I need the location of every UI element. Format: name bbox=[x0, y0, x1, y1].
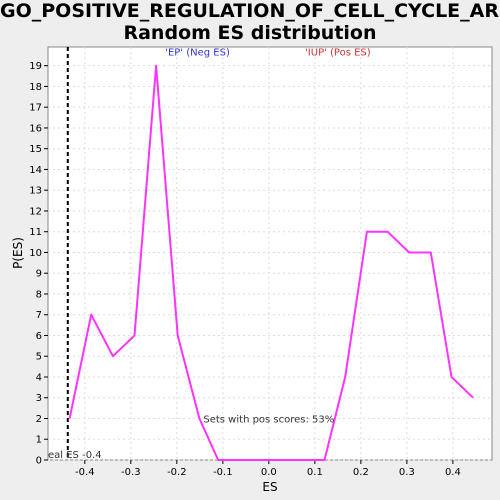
marks: eal ES -0.4 'EP' (Neg ES) 'IUP' (Pos ES) Se… bbox=[48, 47, 371, 461]
y-tick-label: 8 bbox=[36, 289, 42, 300]
y-tick-label: 2 bbox=[36, 414, 42, 425]
y-tick-label: 4 bbox=[36, 372, 42, 383]
real-es-label: eal ES -0.4 bbox=[48, 450, 102, 461]
y-tick-label: 17 bbox=[29, 103, 42, 114]
y-tick-label: 6 bbox=[36, 331, 42, 342]
chart-annotation: 'EP' (Neg ES) bbox=[165, 47, 230, 58]
y-tick-label: 5 bbox=[36, 352, 42, 363]
x-tick-label: -0.1 bbox=[213, 467, 233, 478]
y-tick-label: 16 bbox=[29, 123, 42, 134]
y-tick-label: 9 bbox=[36, 269, 42, 280]
x-tick-label: -0.2 bbox=[167, 467, 187, 478]
chart-title: GO_POSITIVE_REGULATION_OF_CELL_CYCLE_AR R… bbox=[0, 0, 500, 44]
series-layer bbox=[68, 64, 474, 461]
y-tick-label: 3 bbox=[36, 393, 42, 404]
y-tick-label: 19 bbox=[29, 61, 42, 72]
y-tick-label: 10 bbox=[29, 248, 42, 259]
chart-title-line-1: GO_POSITIVE_REGULATION_OF_CELL_CYCLE_ARR… bbox=[0, 0, 500, 22]
y-tick-label: 18 bbox=[29, 82, 42, 93]
chart-annotation: Sets with pos scores: 53% bbox=[203, 415, 334, 426]
y-tick-label: 14 bbox=[29, 165, 42, 176]
x-tick-label: 0.0 bbox=[261, 467, 277, 478]
x-tick-label: 0.3 bbox=[399, 467, 415, 478]
chart-annotation: 'IUP' (Pos ES) bbox=[305, 47, 371, 58]
y-tick-label: 7 bbox=[36, 310, 42, 321]
x-tick-label: 0.2 bbox=[353, 467, 369, 478]
grid bbox=[48, 47, 492, 461]
axes: -0.4 -0.3 -0.2 -0.1 0.0 0.1 0.2 0.3 0.4012345678… bbox=[29, 61, 461, 478]
y-axis-title: P(ES) bbox=[11, 237, 25, 269]
y-tick-label: 12 bbox=[29, 206, 42, 217]
x-tick-label: -0.4 bbox=[75, 467, 95, 478]
x-axis-title: ES bbox=[262, 480, 277, 494]
series-line bbox=[68, 64, 474, 461]
x-tick-label: 0.1 bbox=[307, 467, 323, 478]
y-tick-label: 11 bbox=[29, 227, 42, 238]
y-tick-label: 1 bbox=[36, 435, 42, 446]
y-tick-label: 0 bbox=[36, 456, 42, 467]
x-tick-label: 0.4 bbox=[445, 467, 461, 478]
chart-title-line-2: Random ES distribution bbox=[123, 22, 377, 44]
x-tick-label: -0.3 bbox=[121, 467, 141, 478]
y-tick-label: 13 bbox=[29, 186, 42, 197]
y-tick-label: 15 bbox=[29, 144, 42, 155]
